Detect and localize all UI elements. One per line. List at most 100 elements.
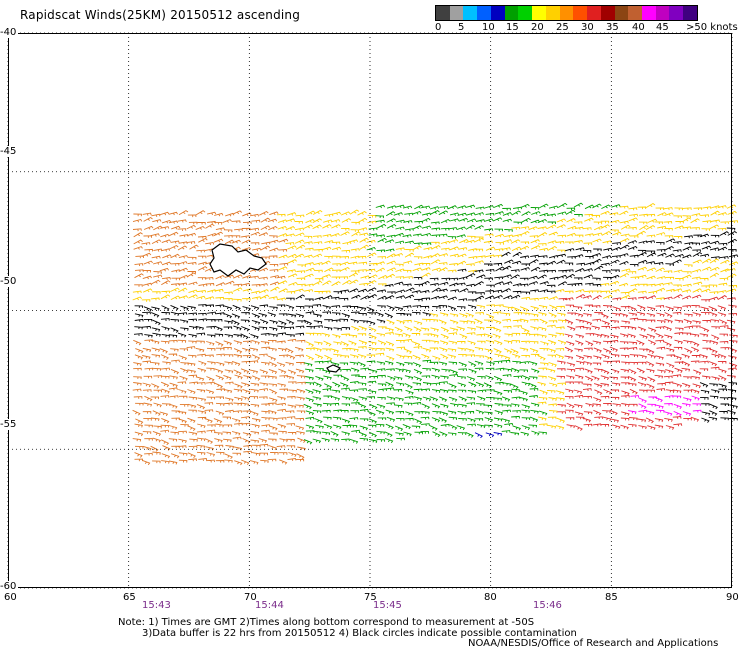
wind-barb <box>357 333 367 336</box>
wind-barb <box>304 273 314 278</box>
wind-barb <box>450 289 460 293</box>
wind-barb <box>502 265 512 271</box>
wind-barb <box>331 224 341 229</box>
wind-barb <box>610 418 619 423</box>
wind-barb <box>141 242 151 246</box>
wind-barb <box>492 319 502 325</box>
wind-barb <box>133 239 143 245</box>
wind-barb <box>638 397 647 403</box>
wind-barb <box>645 225 656 230</box>
wind-barb <box>555 289 565 293</box>
wind-barb <box>557 202 568 208</box>
wind-barb <box>268 397 278 403</box>
wind-barb <box>430 221 440 225</box>
wind-barb <box>474 248 484 252</box>
wind-barb <box>467 390 477 394</box>
wind-barb <box>233 402 243 406</box>
wind-barb <box>151 239 162 244</box>
wind-barb <box>376 361 386 366</box>
wind-barb <box>215 402 225 406</box>
wind-barb <box>663 375 673 379</box>
wind-barb <box>612 231 622 236</box>
wind-barb <box>314 360 324 364</box>
wind-barb <box>510 348 519 355</box>
wind-barb <box>331 269 341 273</box>
wind-barb <box>692 288 702 293</box>
wind-barb <box>429 347 439 350</box>
wind-barb <box>431 227 441 231</box>
wind-barb <box>134 269 144 273</box>
wind-barb <box>459 320 468 324</box>
wind-barb <box>528 376 538 380</box>
wind-barb <box>520 241 530 245</box>
wind-barb <box>720 403 729 406</box>
wind-barb <box>648 327 657 333</box>
wind-barb <box>495 266 505 272</box>
wind-barb <box>223 424 233 427</box>
wind-barb <box>206 326 215 329</box>
wind-barb <box>358 227 368 231</box>
wind-barb <box>368 346 378 352</box>
wind-barb <box>638 354 647 359</box>
wind-barb <box>512 425 522 431</box>
wind-barb <box>530 239 540 244</box>
colorbar-label: >50 knots <box>686 22 738 33</box>
wind-barb <box>630 395 640 398</box>
wind-barb <box>619 210 629 216</box>
wind-barb <box>468 248 478 252</box>
wind-barb <box>672 249 682 253</box>
wind-barb <box>620 233 630 237</box>
wind-barb <box>456 282 466 286</box>
wind-barb <box>682 411 692 416</box>
wind-barb <box>430 210 440 215</box>
wind-barb <box>628 312 638 317</box>
colorbar-swatch <box>614 6 629 20</box>
wind-barb <box>214 368 224 374</box>
wind-barb <box>593 221 603 225</box>
wind-barb <box>591 325 601 330</box>
colorbar-swatch <box>642 6 656 20</box>
wind-barb <box>134 284 143 287</box>
wind-barb <box>233 274 243 279</box>
wind-barb <box>439 411 449 416</box>
wind-barb <box>412 225 422 230</box>
wind-barb <box>637 249 647 253</box>
wind-barb <box>170 304 179 311</box>
wind-barb <box>600 375 610 381</box>
wind-barb <box>321 260 331 265</box>
wind-barb <box>204 277 214 280</box>
wind-barb <box>655 362 665 367</box>
wind-barb <box>564 269 574 273</box>
wind-barb <box>654 261 664 266</box>
wind-barb <box>501 251 511 257</box>
wind-barb <box>593 290 602 294</box>
wind-barb <box>143 402 153 407</box>
wind-barb <box>171 359 180 363</box>
wind-barb <box>358 261 368 265</box>
wind-barb <box>142 411 152 414</box>
wind-barb <box>637 326 647 332</box>
wind-barb <box>456 425 466 431</box>
wind-barb <box>285 233 295 237</box>
wind-barb <box>385 327 394 332</box>
time-label: 15:46 <box>533 600 562 611</box>
wind-barb <box>414 204 424 210</box>
wind-barb <box>279 262 289 266</box>
wind-barb <box>519 277 529 281</box>
wind-barb <box>673 382 683 388</box>
wind-barb <box>611 368 620 374</box>
wind-barb <box>188 340 197 344</box>
wind-barb <box>258 276 268 280</box>
wind-barb <box>629 254 639 258</box>
wind-barb <box>375 409 385 415</box>
wind-barb <box>241 396 250 401</box>
wind-barb <box>628 410 637 415</box>
wind-barb <box>404 276 414 279</box>
wind-barb <box>448 239 459 244</box>
wind-barb <box>142 325 152 329</box>
wind-barb <box>719 319 728 325</box>
colorbar-swatch <box>683 6 697 20</box>
wind-barb <box>666 347 675 353</box>
wind-barb <box>197 312 207 316</box>
wind-barb <box>646 261 656 265</box>
